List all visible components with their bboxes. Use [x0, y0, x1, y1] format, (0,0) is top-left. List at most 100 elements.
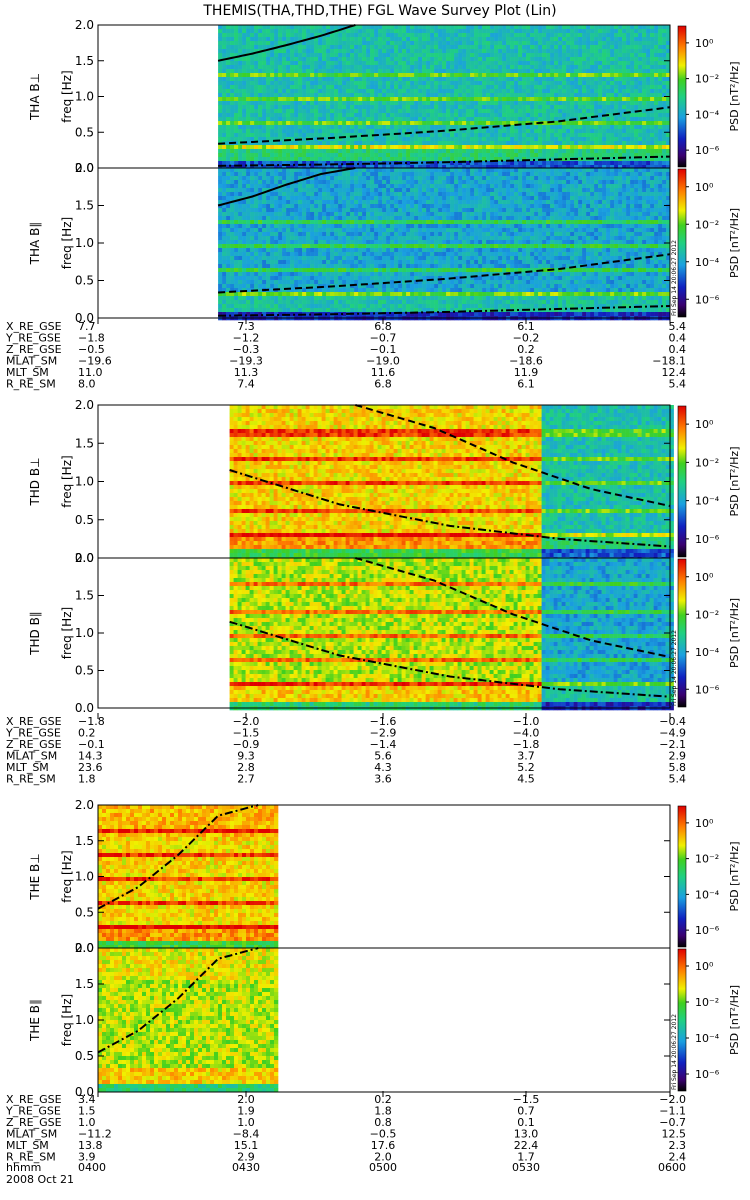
spectrogram-cell: [406, 85, 410, 89]
spectrogram-cell: [446, 33, 450, 37]
spectrogram-cell: [282, 141, 286, 145]
spectrogram-cell: [638, 85, 642, 89]
spectrogram-cell: [522, 37, 526, 41]
spectrogram-cell: [438, 81, 442, 85]
spectrogram-cell: [258, 65, 262, 69]
spectrogram-cell: [286, 240, 290, 244]
spectrogram-cell: [294, 296, 298, 300]
spectrogram-cell: [530, 145, 534, 149]
spectrogram-cell: [478, 57, 482, 61]
spectrogram-cell: [266, 244, 270, 248]
spectrogram-cell: [362, 117, 366, 121]
spectrogram-cell: [462, 77, 466, 81]
spectrogram-cell: [246, 208, 250, 212]
spectrogram-cell: [518, 41, 522, 45]
spectrogram-cell: [226, 97, 230, 101]
spectrogram-cell: [630, 77, 634, 81]
spectrogram-cell: [234, 61, 238, 65]
spectrogram-cell: [506, 77, 510, 81]
spectrogram-cell: [418, 65, 422, 69]
spectrogram-cell: [638, 93, 642, 97]
spectrogram-cell: [270, 280, 274, 284]
spectrogram-cell: [450, 109, 454, 113]
spectrogram-cell: [626, 125, 630, 129]
spectrogram-cell: [394, 121, 398, 125]
spectrogram-cell: [626, 33, 630, 37]
spectrogram-cell: [226, 276, 230, 280]
spectrogram-cell: [590, 85, 594, 89]
spectrogram-cell: [638, 105, 642, 109]
spectrogram-cell: [286, 208, 290, 212]
spectrogram-cell: [538, 85, 542, 89]
spectrogram-cell: [650, 149, 654, 153]
spectrogram-cell: [370, 101, 374, 105]
spectrogram-cell: [454, 149, 458, 153]
spectrogram-cell: [458, 33, 462, 37]
spectrogram-cell: [218, 272, 222, 276]
spectrogram-cell: [358, 85, 362, 89]
spectrogram-cell: [610, 61, 614, 65]
spectrogram-cell: [446, 157, 450, 161]
spectrogram-cell: [302, 192, 306, 196]
spectrogram-cell: [242, 276, 246, 280]
spectrogram-cell: [394, 145, 398, 149]
spectrogram-cell: [566, 97, 570, 101]
spectrogram-cell: [238, 45, 242, 49]
spectrogram-cell: [242, 232, 246, 236]
spectrogram-cell: [618, 41, 622, 45]
spectrogram-cell: [538, 125, 542, 129]
spectrogram-cell: [634, 81, 638, 85]
spectrogram-cell: [262, 41, 266, 45]
spectrogram-cell: [226, 192, 230, 196]
spectrogram-cell: [350, 157, 354, 161]
spectrogram-cell: [518, 37, 522, 41]
spectrogram-cell: [510, 149, 514, 153]
spectrogram-cell: [490, 121, 494, 125]
spectrogram-cell: [558, 45, 562, 49]
spectrogram-cell: [278, 296, 282, 300]
spectrogram-cell: [606, 53, 610, 57]
spectrogram-cell: [414, 109, 418, 113]
spectrogram-cell: [554, 97, 558, 101]
spectrogram-cell: [654, 45, 658, 49]
spectrogram-cell: [238, 153, 242, 157]
spectrogram-cell: [290, 77, 294, 81]
spectrogram-cell: [482, 57, 486, 61]
spectrogram-cell: [254, 85, 258, 89]
spectrogram-cell: [414, 29, 418, 33]
spectrogram-cell: [342, 117, 346, 121]
spectrogram-cell: [226, 304, 230, 308]
spectrogram-cell: [374, 117, 378, 121]
spectrogram-cell: [262, 113, 266, 117]
spectrogram-cell: [558, 33, 562, 37]
spectrogram-cell: [290, 89, 294, 93]
spectrogram-cell: [586, 93, 590, 97]
spectrogram-cell: [426, 109, 430, 113]
spectrogram-cell: [450, 29, 454, 33]
spectrogram-cell: [338, 157, 342, 161]
spectrogram-cell: [290, 216, 294, 220]
spectrogram-cell: [258, 109, 262, 113]
spectrogram-cell: [318, 121, 322, 125]
spectrogram-cell: [550, 133, 554, 137]
spectrogram-cell: [250, 284, 254, 288]
spectrogram-cell: [454, 53, 458, 57]
spectrogram-cell: [310, 117, 314, 121]
spectrogram-cell: [586, 69, 590, 73]
spectrogram-cell: [390, 25, 394, 29]
spectrogram-cell: [238, 49, 242, 53]
spectrogram-cell: [234, 109, 238, 113]
spectrogram-cell: [630, 89, 634, 93]
spectrogram-cell: [450, 145, 454, 149]
spectrogram-cell: [322, 37, 326, 41]
spectrogram-cell: [358, 41, 362, 45]
spectrogram-cell: [610, 161, 614, 165]
spectrogram-cell: [458, 101, 462, 105]
spectrogram-cell: [602, 53, 606, 57]
spectrogram-cell: [386, 113, 390, 117]
spectrogram-cell: [422, 77, 426, 81]
spectrogram-cell: [310, 109, 314, 113]
spectrogram-cell: [290, 268, 294, 272]
spectrogram-cell: [238, 93, 242, 97]
spectrogram-cell: [246, 180, 250, 184]
